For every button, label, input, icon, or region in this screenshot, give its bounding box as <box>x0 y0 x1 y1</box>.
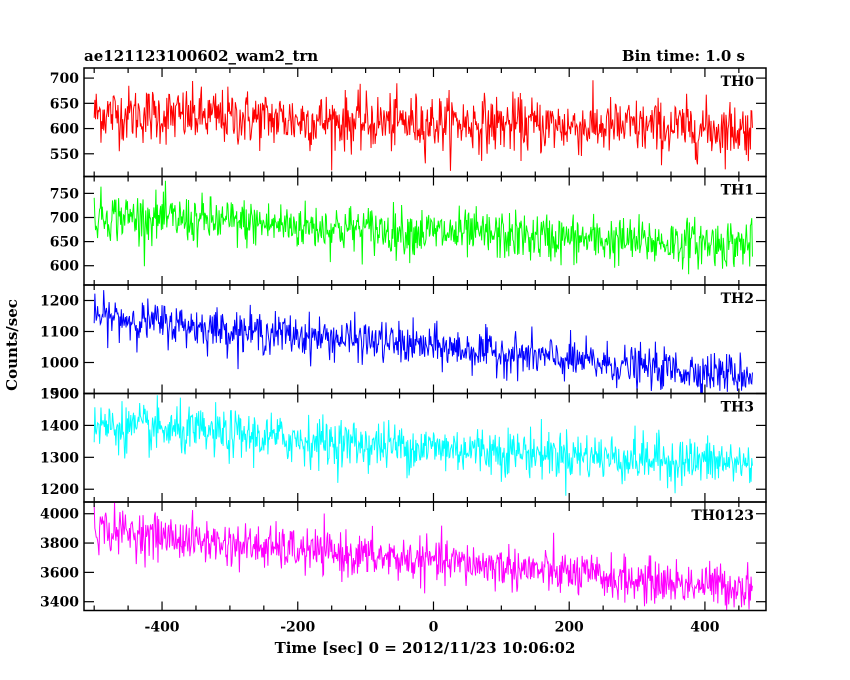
x-tick-label: 0 <box>429 620 439 636</box>
series-th3 <box>93 395 753 496</box>
y-tick-label: 1300 <box>40 450 79 466</box>
y-tick-label: 1100 <box>40 325 79 341</box>
y-tick-label: 650 <box>50 235 79 251</box>
y-tick-label: 4000 <box>40 507 79 523</box>
panel-th2: 900 1000 1100 1200 TH2 <box>40 284 767 403</box>
panel-th0: 550 600 650 700 TH0 <box>50 67 767 178</box>
series-th0123 <box>93 502 753 610</box>
x-axis: -400 -200 0 200 400 <box>145 620 720 636</box>
x-axis-label: Time [sec] 0 = 2012/11/23 10:06:02 <box>275 639 576 657</box>
panel-label: TH1 <box>721 183 754 199</box>
panel-label: TH3 <box>721 400 754 416</box>
y-tick-label: 1400 <box>40 418 79 434</box>
y-tick-label: 900 <box>50 387 79 403</box>
y-tick-label: 600 <box>50 122 79 138</box>
y-tick-label: 1000 <box>40 356 79 372</box>
panel-th0123: 3400 3600 3800 4000 TH0123 <box>40 501 767 612</box>
chart-title-left: ae121123100602_wam2_trn <box>84 47 318 65</box>
series-th2 <box>93 290 753 394</box>
x-tick-label: 400 <box>690 620 719 636</box>
chart-title-right: Bin time: 1.0 s <box>622 47 745 65</box>
series-th1 <box>93 180 753 275</box>
x-tick-label: -400 <box>145 620 180 636</box>
y-tick-label: 600 <box>50 259 79 275</box>
y-tick-label: 750 <box>50 186 79 202</box>
y-tick-label: 1200 <box>40 294 79 310</box>
series-th0 <box>93 80 753 171</box>
x-tick-label: 200 <box>555 620 584 636</box>
panel-frame <box>83 175 767 286</box>
y-tick-label: 700 <box>50 71 79 87</box>
y-tick-label: 3800 <box>40 536 79 552</box>
y-axis-label: Counts/sec <box>3 299 21 391</box>
y-tick-label: 650 <box>50 96 79 112</box>
y-tick-label: 3600 <box>40 565 79 581</box>
panel-label: TH0123 <box>691 508 754 524</box>
panel-th3: 1200 1300 1400 1500 TH3 <box>40 387 767 503</box>
y-tick-label: 3400 <box>40 595 79 611</box>
y-tick-label: 1500 <box>40 387 79 403</box>
x-tick-label: -200 <box>280 620 315 636</box>
panels-group: 550 600 650 700 TH0 600 650 700 750 TH1 900 1000 110… <box>40 67 767 612</box>
y-tick-label: 700 <box>50 210 79 226</box>
y-tick-label: 550 <box>50 147 79 163</box>
y-tick-label: 1200 <box>40 482 79 498</box>
panel-th1: 600 650 700 750 TH1 <box>50 175 767 286</box>
panel-label: TH2 <box>721 291 754 307</box>
panel-label: TH0 <box>721 74 755 90</box>
panel-frame <box>83 501 767 612</box>
